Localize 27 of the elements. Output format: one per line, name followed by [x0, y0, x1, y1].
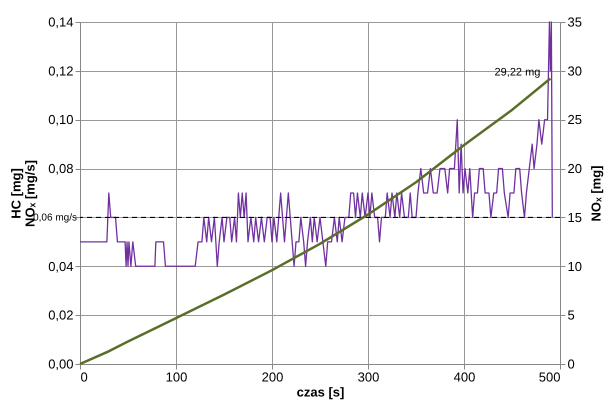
y2-axis-title: NOₓ [mg] [588, 165, 604, 222]
y2-tick-label: 10 [568, 258, 582, 274]
y2-tick-label: 5 [568, 308, 575, 323]
x-tick-label: 100 [166, 370, 188, 384]
y-tick-label: 0,14 [48, 14, 74, 30]
y2-tick-label: 20 [568, 161, 582, 176]
line-series [79, 21, 553, 267]
x-tick-label: 200 [262, 370, 284, 384]
y-tick-label: 0,04 [48, 258, 74, 274]
y-tick-label: 0,10 [48, 112, 74, 128]
x-axis-title: czas [s] [296, 384, 344, 400]
y2-tick-label: 15 [568, 210, 582, 225]
line-series [78, 77, 552, 366]
y2-tick-label: 30 [568, 63, 582, 78]
y2-tick-label: 35 [568, 14, 582, 30]
y-tick-label: 0,02 [48, 308, 74, 323]
x-tick-label: 400 [454, 370, 476, 384]
x-tick-label: 0 [80, 370, 88, 384]
annotation: 29,22 mg [494, 66, 540, 78]
y-tick-label: 0,00 [48, 356, 74, 372]
y2-tick-label: 25 [568, 112, 582, 128]
ref-line-label: 0,06 mg/s [33, 212, 77, 224]
y-tick-label: 0,08 [48, 161, 74, 176]
x-tick-label: 300 [358, 370, 380, 384]
x-tick-label: 500 [538, 370, 560, 384]
y-tick-label: 0,12 [48, 63, 74, 78]
y2-tick-label: 0 [568, 356, 575, 372]
